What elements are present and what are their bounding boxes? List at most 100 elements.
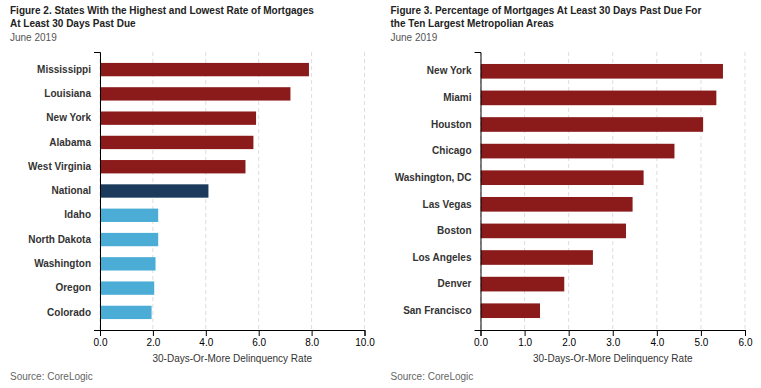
category-label: Chicago xyxy=(432,145,471,156)
bar xyxy=(481,64,723,79)
tick-mark xyxy=(613,330,614,336)
bar xyxy=(481,303,541,318)
bar xyxy=(481,197,633,212)
tick: 3.0 xyxy=(606,330,620,348)
category-label: Denver xyxy=(438,278,472,289)
category-tick: San Francisco xyxy=(403,305,471,316)
bar xyxy=(100,257,156,270)
bar xyxy=(100,306,152,319)
category-label: Houston xyxy=(431,119,472,130)
grid-line xyxy=(364,52,365,330)
tick-label: 3.0 xyxy=(606,337,620,348)
tick-label: 6.0 xyxy=(739,337,753,348)
subtitle: June 2019 xyxy=(10,32,57,43)
plot-area: 0.0 2.0 4.0 6.0 8.0 10.0 Mississippi Louisiana N… xyxy=(28,52,375,364)
category-axis: Mississippi Louisiana New York Alabama West … xyxy=(28,53,100,331)
title: Figure 3. Percentage of Mortgages At Lea… xyxy=(391,5,702,16)
category-label: Alabama xyxy=(49,137,91,148)
tick: 5.0 xyxy=(694,330,708,348)
bar xyxy=(100,63,309,76)
bar xyxy=(481,224,626,239)
value-axis-line xyxy=(481,331,746,337)
tick: 4.0 xyxy=(650,330,664,348)
category-tick: Las Vegas xyxy=(423,199,472,210)
value-axis: 0.01.02.03.04.05.06.0 xyxy=(474,330,753,348)
title: the Ten Largest Metropolian Areas xyxy=(391,18,555,29)
category-tick: Louisiana xyxy=(44,88,91,99)
bar xyxy=(481,144,675,159)
tick: 2.0 xyxy=(146,330,160,348)
bar xyxy=(481,117,704,132)
title: Figure 2. States With the Highest and Lo… xyxy=(10,5,314,16)
category-axis-line xyxy=(475,53,482,331)
category-tick: Boston xyxy=(437,225,471,236)
tick-label: 8.0 xyxy=(305,337,319,348)
category-tick: Miami xyxy=(443,92,472,103)
category-tick: Denver xyxy=(438,278,472,289)
value-axis: 0.0 2.0 4.0 6.0 8.0 10.0 xyxy=(94,330,376,348)
tick-label: 10.0 xyxy=(355,337,375,348)
tick: 4.0 xyxy=(199,330,213,348)
category-label: Los Angeles xyxy=(412,252,472,263)
tick: 0.0 xyxy=(94,330,108,348)
bar xyxy=(100,233,158,246)
bar xyxy=(100,136,253,149)
tick-mark xyxy=(569,330,570,336)
tick: 0.0 xyxy=(474,330,488,348)
category-label: Oregon xyxy=(55,282,91,293)
plot-area: 0.01.02.03.04.05.06.0New YorkMiamiHousto… xyxy=(395,52,753,364)
category-tick: North Dakota xyxy=(28,234,91,245)
category-label: Miami xyxy=(443,92,472,103)
tick-mark xyxy=(312,330,313,336)
axis-title: 30-Days-Or-More Delinquency Rate xyxy=(152,353,312,364)
chart-svg: Figure 2. States With the Highest and Lo… xyxy=(0,0,761,388)
tick-label: 6.0 xyxy=(252,337,266,348)
panel: Figure 3. Percentage of Mortgages At Lea… xyxy=(391,5,753,382)
tick-label: 4.0 xyxy=(199,337,213,348)
tick-mark xyxy=(365,330,366,336)
bar xyxy=(100,87,290,100)
category-label: Las Vegas xyxy=(423,199,472,210)
tick-label: 4.0 xyxy=(650,337,664,348)
category-tick: Houston xyxy=(431,119,472,130)
grid-line xyxy=(311,52,312,330)
tick-label: 0.0 xyxy=(94,337,108,348)
bar xyxy=(100,111,256,124)
category-label: Louisiana xyxy=(44,88,91,99)
tick: 6.0 xyxy=(739,330,753,348)
chart-container: Figure 2. States With the Highest and Lo… xyxy=(0,0,761,388)
category-tick: West Virginia xyxy=(28,161,91,172)
category-tick: Chicago xyxy=(432,145,471,156)
axis-title: 30-Days-Or-More Delinquency Rate xyxy=(533,353,693,364)
tick-mark xyxy=(153,330,154,336)
category-label: Colorado xyxy=(47,307,91,318)
tick-label: 0.0 xyxy=(474,337,488,348)
tick: 2.0 xyxy=(562,330,576,348)
category-tick: National xyxy=(52,185,92,196)
grid-line xyxy=(745,52,746,330)
tick: 6.0 xyxy=(252,330,266,348)
category-tick: Alabama xyxy=(49,137,91,148)
category-tick: Mississippi xyxy=(37,64,91,75)
tick-label: 2.0 xyxy=(562,337,576,348)
category-tick: New York xyxy=(46,112,91,123)
category-tick: Washington xyxy=(34,258,91,269)
category-label: New York xyxy=(427,65,472,76)
bar xyxy=(481,250,593,265)
category-tick: Colorado xyxy=(47,307,91,318)
title: At Least 30 Days Past Due xyxy=(10,18,136,29)
category-tick: Los Angeles xyxy=(412,252,472,263)
category-axis-line xyxy=(94,53,101,331)
bar xyxy=(481,277,565,292)
category-tick: Oregon xyxy=(55,282,91,293)
bars xyxy=(481,64,723,318)
category-label: San Francisco xyxy=(403,305,471,316)
category-axis: New YorkMiamiHoustonChicagoWashington, D… xyxy=(395,53,481,331)
bar xyxy=(481,91,717,106)
tick-label: 5.0 xyxy=(694,337,708,348)
grid xyxy=(100,52,365,330)
grid xyxy=(481,52,746,330)
tick-label: 2.0 xyxy=(146,337,160,348)
source-note: Source: CoreLogic xyxy=(10,371,93,382)
bar xyxy=(100,281,154,294)
